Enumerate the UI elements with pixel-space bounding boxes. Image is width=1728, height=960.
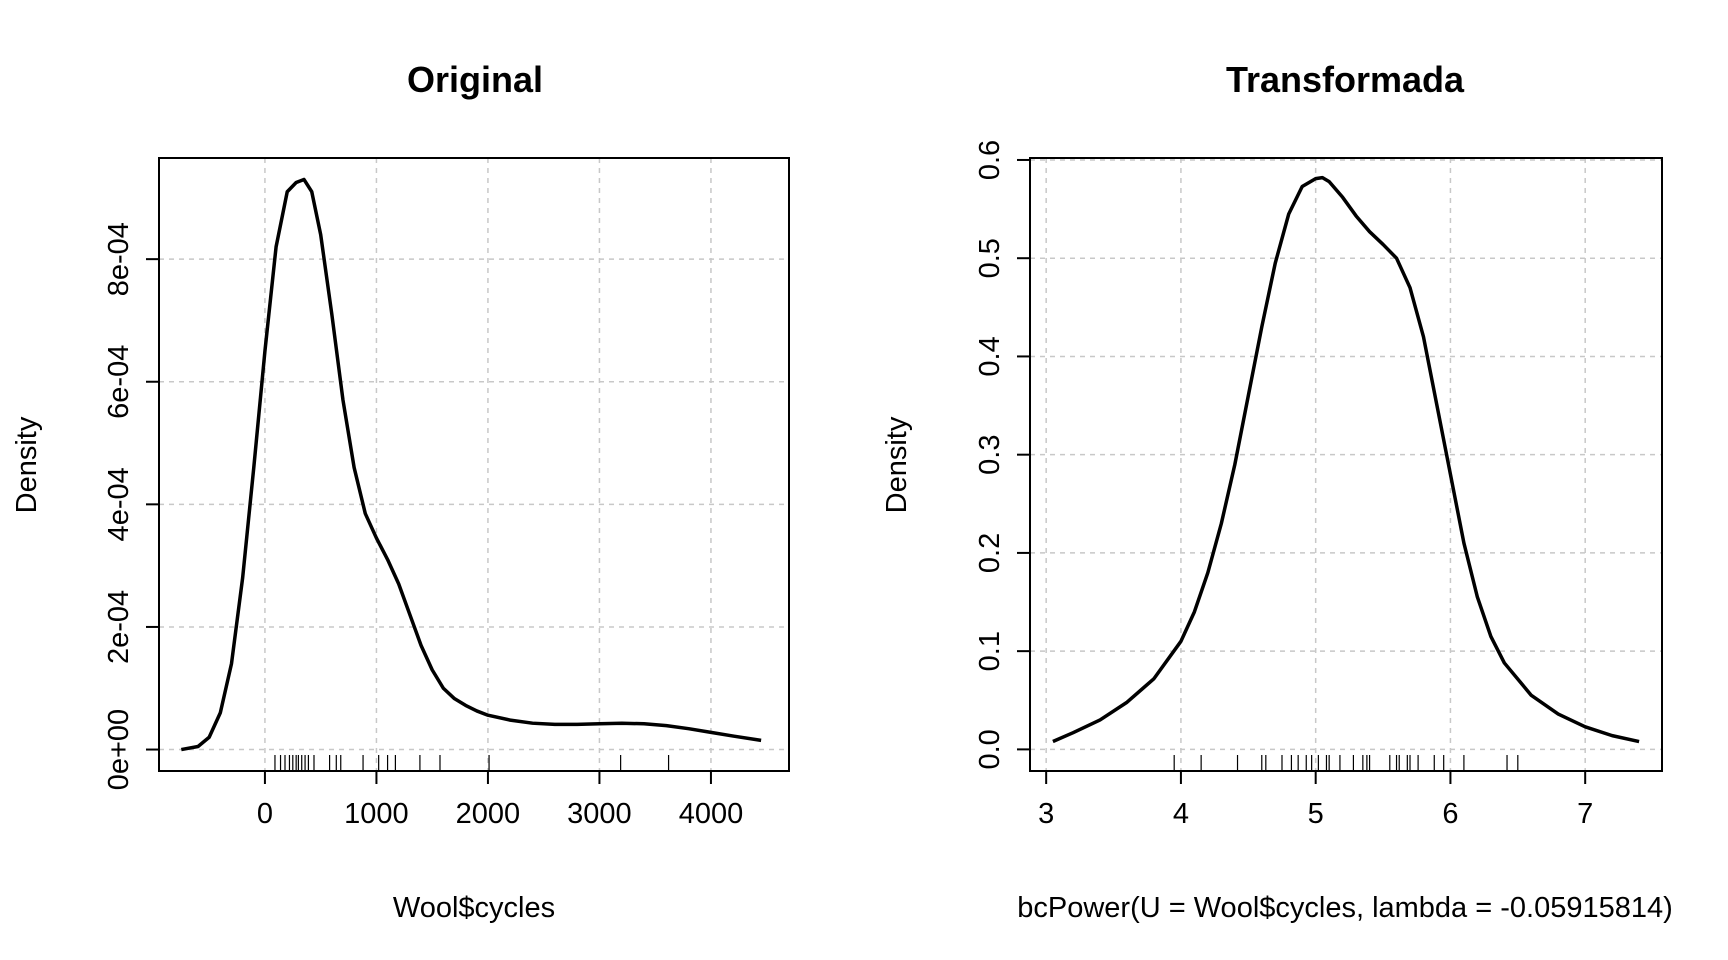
y-tick-label: 4e-04 — [103, 467, 135, 541]
chart-title: Original — [407, 59, 543, 100]
panel-original: Original 0 1000 2000 3000 4000 0e+00 2e-04 4e-… — [11, 59, 790, 924]
series-line — [1052, 175, 1640, 744]
x-tick-label: 3 — [1038, 798, 1054, 830]
x-tick-label: 1000 — [344, 798, 409, 830]
y-tick-label: 0.1 — [974, 631, 1006, 671]
y-tick-label: 8e-04 — [103, 222, 135, 296]
x-tick-label: 4000 — [679, 798, 744, 830]
y-tick-label: 0.4 — [974, 336, 1006, 376]
x-tick-label: 0 — [257, 798, 273, 830]
rug — [1173, 755, 1519, 771]
chart-title: Transformada — [1226, 59, 1465, 100]
x-tick-label: 5 — [1308, 798, 1324, 830]
y-tick-label: 0e+00 — [103, 709, 135, 790]
grid — [159, 158, 789, 771]
series-line — [180, 177, 762, 752]
plot-frame — [158, 157, 790, 772]
density-curve — [1052, 175, 1640, 744]
x-tick-label: 3000 — [567, 798, 632, 830]
density-curve — [180, 177, 762, 752]
y-tick-label: 0.5 — [974, 238, 1006, 278]
y-axis: 0e+00 2e-04 4e-04 6e-04 8e-04 — [103, 222, 159, 790]
panel-transformada: Transformada 3 4 5 6 7 0.0 0.1 0.2 0.3 0.4 0.5 0.6… — [881, 59, 1673, 924]
x-axis-label: bcPower(U = Wool$cycles, lambda = -0.059… — [1017, 892, 1673, 924]
y-tick-label: 0.0 — [974, 729, 1006, 769]
x-tick-label: 4 — [1173, 798, 1189, 830]
grid — [1030, 158, 1662, 771]
y-axis-label: Density — [11, 416, 43, 513]
y-axis: 0.0 0.1 0.2 0.3 0.4 0.5 0.6 — [974, 140, 1030, 770]
y-axis-label: Density — [881, 416, 913, 513]
y-tick-label: 0.6 — [974, 140, 1006, 180]
y-tick-label: 2e-04 — [103, 590, 135, 664]
plot-frame — [1029, 157, 1663, 772]
x-axis: 3 4 5 6 7 — [1038, 771, 1593, 830]
x-tick-label: 6 — [1442, 798, 1458, 830]
y-tick-label: 6e-04 — [103, 345, 135, 419]
x-tick-label: 2000 — [456, 798, 521, 830]
x-tick-label: 7 — [1577, 798, 1593, 830]
y-tick-label: 0.2 — [974, 533, 1006, 573]
x-axis: 0 1000 2000 3000 4000 — [257, 771, 743, 830]
rug — [274, 755, 670, 771]
x-axis-label: Wool$cycles — [393, 892, 555, 924]
y-tick-label: 0.3 — [974, 435, 1006, 475]
